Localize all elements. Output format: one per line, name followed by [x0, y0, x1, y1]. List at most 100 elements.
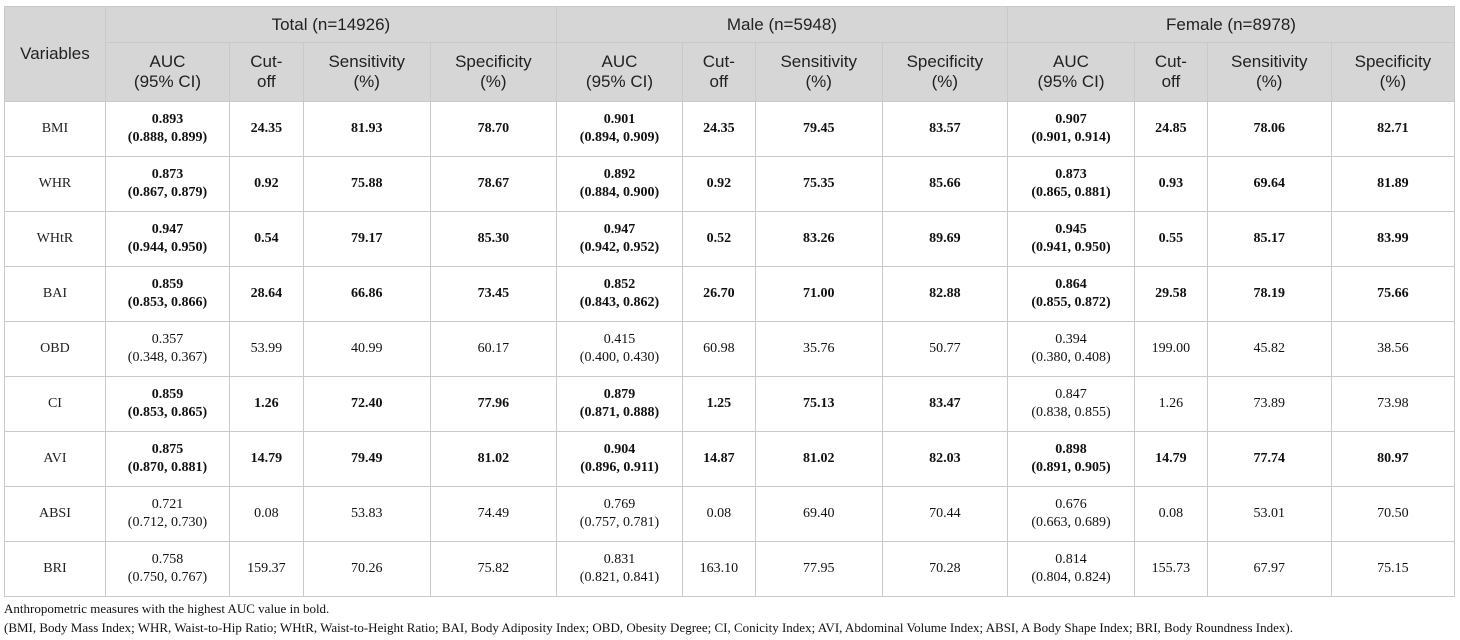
- subheader-line2: off: [709, 72, 729, 91]
- subheader-line1: Specificity: [455, 52, 532, 71]
- sensitivity-cell: 81.02: [754, 431, 883, 487]
- variable-cell: BAI: [4, 266, 106, 322]
- subheader-line1: Sensitivity: [780, 52, 857, 71]
- subheader-line2: off: [1161, 72, 1181, 91]
- auc-value: 0.769: [603, 497, 636, 512]
- sensitivity-cell: 75.13: [754, 376, 883, 432]
- subheader-line1: Sensitivity: [1230, 52, 1308, 71]
- auc-value: 0.721: [151, 497, 184, 512]
- auc-cell: 0.947 (0.942, 0.952): [555, 211, 684, 267]
- sensitivity-cell: 78.19: [1206, 266, 1332, 322]
- sensitivity-cell: 77.95: [754, 541, 883, 597]
- auc-cell: 0.394 (0.380, 0.408): [1006, 321, 1136, 377]
- auc-cell: 0.873 (0.865, 0.881): [1006, 156, 1136, 212]
- specificity-cell: 75.82: [429, 541, 557, 597]
- auc-value: 0.873: [1055, 167, 1087, 182]
- specificity-cell: 70.28: [881, 541, 1008, 597]
- specificity-cell: 78.70: [429, 101, 557, 157]
- subheader-line1: Specificity: [1354, 52, 1432, 71]
- auc-value: 0.875: [151, 442, 184, 457]
- auc-value: 0.898: [1055, 442, 1087, 457]
- specificity-cell: 75.15: [1330, 541, 1456, 597]
- auc-value: 0.831: [603, 552, 636, 567]
- sensitivity-cell: 75.35: [754, 156, 883, 212]
- cutoff-cell: 60.98: [682, 321, 756, 377]
- sensitivity-cell: 66.86: [302, 266, 431, 322]
- auc-ci: (0.400, 0.430): [579, 350, 660, 365]
- auc-cell: 0.892 (0.884, 0.900): [555, 156, 684, 212]
- auc-ci: (0.865, 0.881): [1031, 185, 1111, 200]
- cutoff-cell: 14.79: [1134, 431, 1208, 487]
- specificity-cell: 83.47: [881, 376, 1008, 432]
- footnote-bold-note: Anthropometric measures with the highest…: [4, 601, 330, 616]
- auc-value: 0.947: [603, 222, 636, 237]
- subheader-total-cutoff: Cut-off: [229, 42, 304, 102]
- results-table: Variables Total (n=14926) Male (n=5948) …: [4, 6, 1456, 597]
- auc-value: 0.676: [1055, 497, 1087, 512]
- auc-value: 0.864: [1055, 277, 1087, 292]
- cutoff-cell: 0.08: [1134, 486, 1208, 542]
- variable-cell: CI: [4, 376, 106, 432]
- cutoff-cell: 14.79: [229, 431, 304, 487]
- subheader-line2: (%): [353, 72, 380, 91]
- sensitivity-cell: 69.64: [1206, 156, 1332, 212]
- auc-cell: 0.859 (0.853, 0.866): [104, 266, 231, 322]
- cutoff-cell: 0.08: [682, 486, 756, 542]
- cutoff-cell: 0.92: [682, 156, 756, 212]
- auc-value: 0.873: [151, 167, 184, 182]
- cutoff-cell: 199.00: [1134, 321, 1208, 377]
- auc-cell: 0.893 (0.888, 0.899): [104, 101, 231, 157]
- cutoff-cell: 1.25: [682, 376, 756, 432]
- cutoff-cell: 53.99: [229, 321, 304, 377]
- auc-cell: 0.831 (0.821, 0.841): [555, 541, 684, 597]
- auc-ci: (0.867, 0.879): [127, 185, 208, 200]
- auc-ci: (0.944, 0.950): [127, 240, 208, 255]
- specificity-cell: 60.17: [429, 321, 557, 377]
- table-row: AVI 0.875 (0.870, 0.881) 14.79 79.49 81.02 0.9…: [4, 431, 1456, 487]
- cutoff-cell: 0.93: [1134, 156, 1208, 212]
- subheader-line1: Cut-: [250, 52, 283, 71]
- sensitivity-cell: 69.40: [754, 486, 883, 542]
- subheader-female-cutoff: Cut-off: [1134, 42, 1208, 102]
- sensitivity-cell: 71.00: [754, 266, 883, 322]
- specificity-cell: 89.69: [881, 211, 1008, 267]
- specificity-cell: 85.66: [881, 156, 1008, 212]
- cutoff-cell: 29.58: [1134, 266, 1208, 322]
- cutoff-cell: 0.08: [229, 486, 304, 542]
- auc-ci: (0.853, 0.865): [127, 405, 208, 420]
- cutoff-cell: 24.35: [229, 101, 304, 157]
- auc-value: 0.357: [151, 332, 184, 347]
- table-body: BMI 0.893 (0.888, 0.899) 24.35 81.93 78.70 0.9…: [4, 101, 1456, 597]
- sensitivity-cell: 40.99: [302, 321, 431, 377]
- auc-cell: 0.875 (0.870, 0.881): [104, 431, 231, 487]
- auc-cell: 0.758 (0.750, 0.767): [104, 541, 231, 597]
- table-header: Variables Total (n=14926) Male (n=5948) …: [4, 6, 1456, 102]
- auc-value: 0.879: [603, 387, 636, 402]
- subheader-male-cutoff: Cut-off: [682, 42, 756, 102]
- auc-cell: 0.873 (0.867, 0.879): [104, 156, 231, 212]
- auc-ci: (0.757, 0.781): [579, 515, 660, 530]
- subheader-line1: Sensitivity: [328, 52, 405, 71]
- auc-ci: (0.838, 0.855): [1031, 405, 1111, 420]
- cutoff-cell: 24.85: [1134, 101, 1208, 157]
- sensitivity-cell: 45.82: [1206, 321, 1332, 377]
- auc-value: 0.814: [1055, 552, 1087, 567]
- variable-cell: BMI: [4, 101, 106, 157]
- cutoff-cell: 1.26: [229, 376, 304, 432]
- auc-ci: (0.888, 0.899): [127, 130, 208, 145]
- subheader-male-sensitivity: Sensitivity (%): [754, 42, 883, 102]
- auc-cell: 0.769 (0.757, 0.781): [555, 486, 684, 542]
- subheader-total-auc: AUC (95% CI): [104, 42, 231, 102]
- sensitivity-cell: 75.88: [302, 156, 431, 212]
- sensitivity-cell: 73.89: [1206, 376, 1332, 432]
- auc-ci: (0.941, 0.950): [1031, 240, 1111, 255]
- auc-value: 0.907: [1055, 112, 1087, 127]
- sensitivity-cell: 53.83: [302, 486, 431, 542]
- cutoff-cell: 159.37: [229, 541, 304, 597]
- sensitivity-cell: 35.76: [754, 321, 883, 377]
- cutoff-cell: 0.54: [229, 211, 304, 267]
- auc-ci: (0.821, 0.841): [579, 570, 660, 585]
- sensitivity-cell: 77.74: [1206, 431, 1332, 487]
- auc-cell: 0.901 (0.894, 0.909): [555, 101, 684, 157]
- auc-cell: 0.852 (0.843, 0.862): [555, 266, 684, 322]
